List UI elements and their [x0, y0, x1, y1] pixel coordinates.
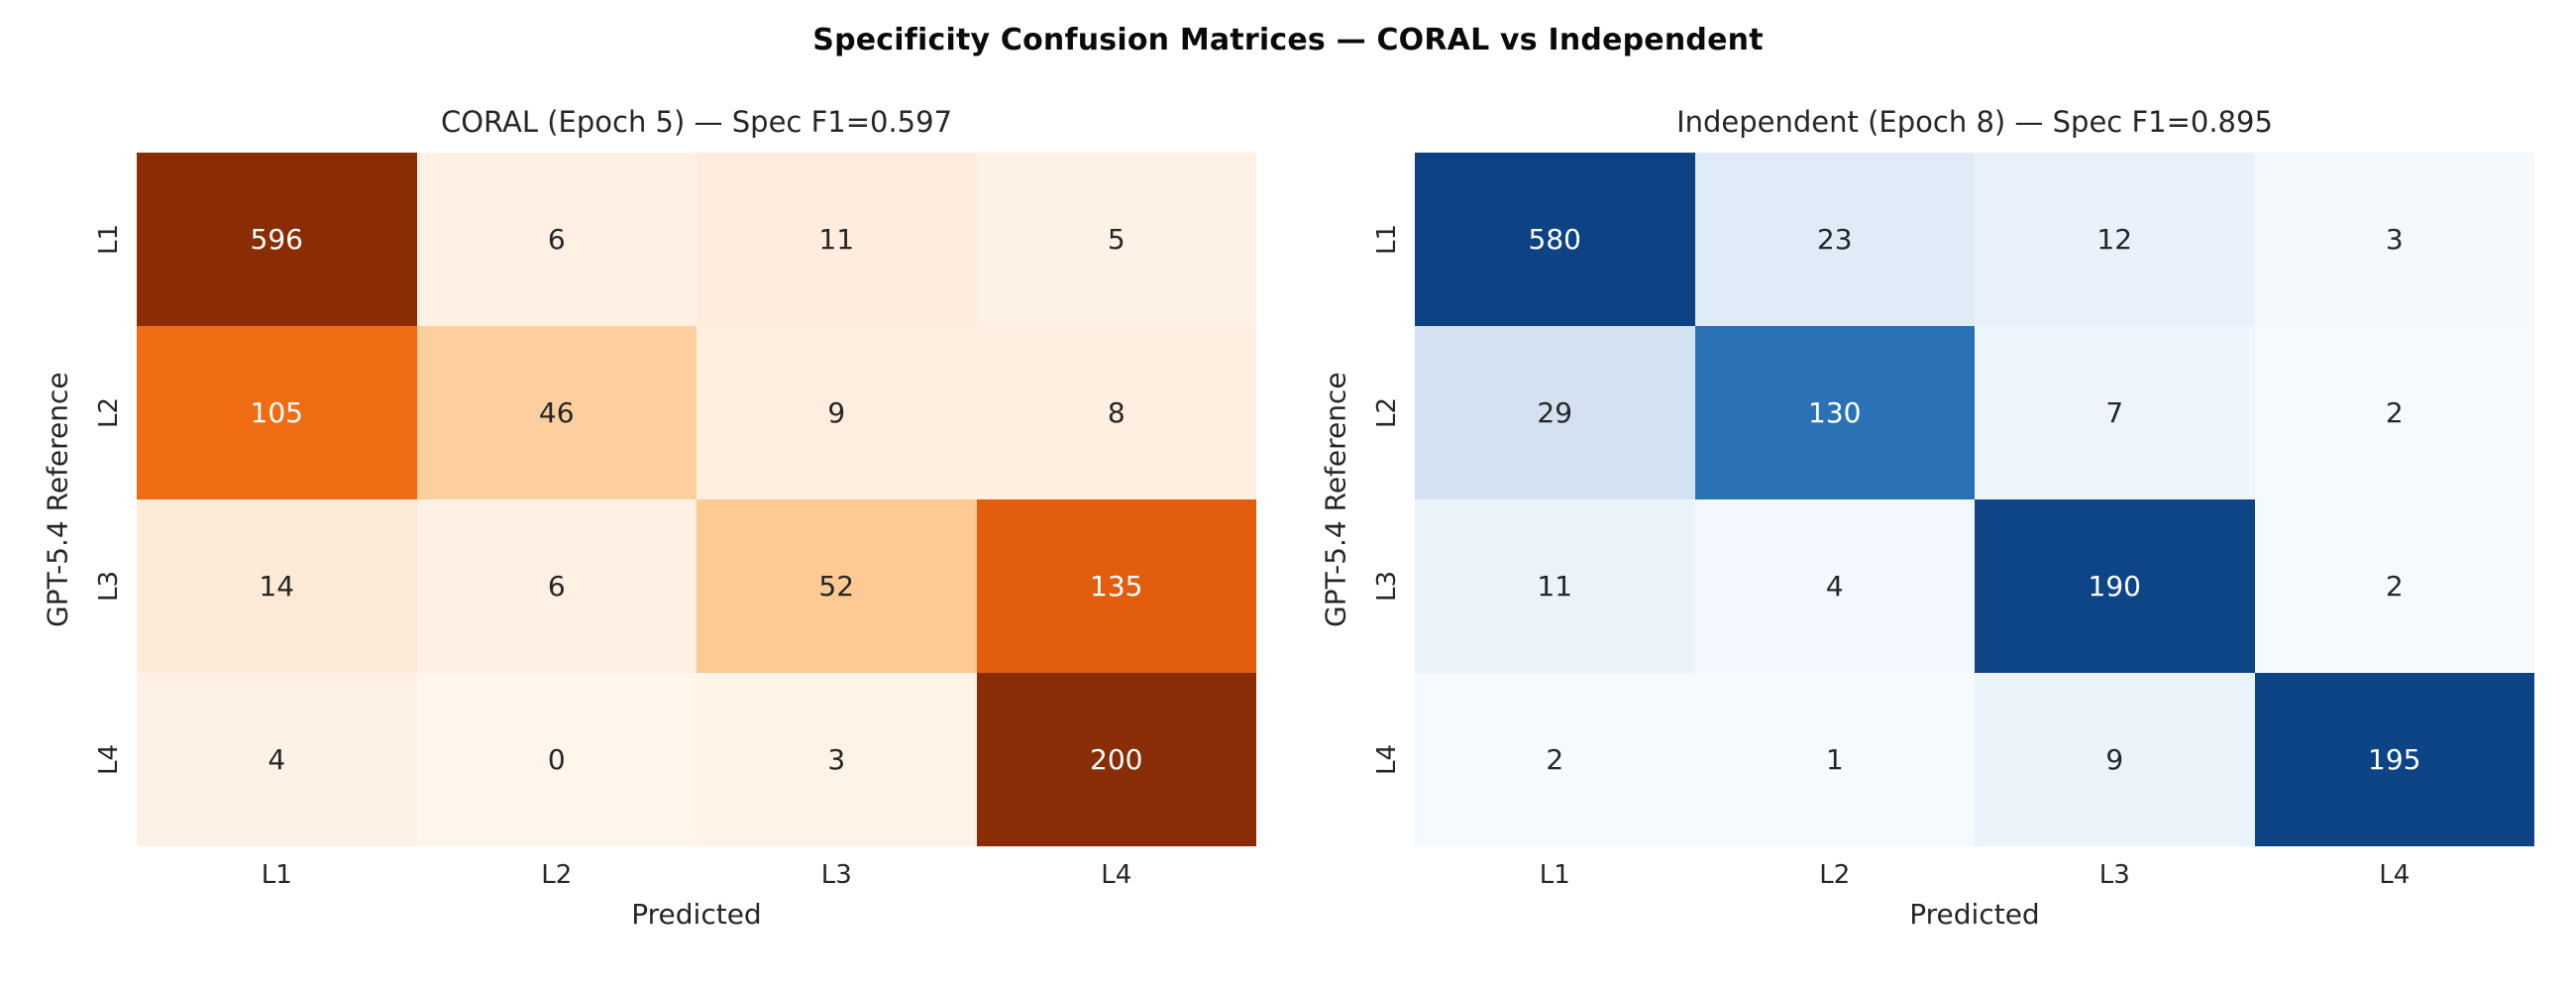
y-axis-label-coral: GPT-5.4 Reference: [41, 372, 74, 627]
x-tick-label-L4: L4: [2379, 860, 2411, 890]
heatmap-cell-L4-L4: 195: [2254, 673, 2534, 846]
heatmap-cell-L2-L2: 130: [1694, 326, 1975, 499]
heatmap-cell-L3-L2: 4: [1694, 499, 1975, 673]
x-tick-label-L2: L2: [541, 860, 573, 890]
heatmap-cell-L3-L3: 52: [697, 499, 977, 673]
x-axis-label-independent: Predicted: [1909, 898, 2040, 931]
heatmap-cell-L1-L2: 6: [416, 153, 697, 326]
x-tick-label-L3: L3: [820, 860, 852, 890]
heatmap-cell-L2-L1: 105: [137, 326, 417, 499]
heatmap-cell-L2-L1: 29: [1415, 326, 1695, 499]
y-tick-label-L2: L2: [94, 396, 124, 429]
heatmap-cell-L1-L1: 580: [1415, 153, 1695, 326]
heatmap-cell-L4-L3: 3: [697, 673, 977, 846]
heatmap-cell-L4-L1: 2: [1415, 673, 1695, 846]
heatmap-cell-L4-L1: 4: [137, 673, 417, 846]
figure-title: Specificity Confusion Matrices — CORAL v…: [812, 23, 1764, 57]
x-tick-label-L1: L1: [261, 860, 292, 890]
heatmap-cell-L1-L3: 12: [1975, 153, 2255, 326]
heatmap-cell-L1-L4: 5: [976, 153, 1256, 326]
x-tick-labels-coral: L1 L2 L3 L4: [137, 846, 1256, 894]
x-tick-labels-independent: L1 L2 L3 L4: [1415, 846, 2534, 894]
heatmap-cell-L1-L2: 23: [1694, 153, 1975, 326]
y-tick-label-L1: L1: [1372, 223, 1402, 256]
heatmap-cell-L3-L3: 190: [1975, 499, 2255, 673]
y-tick-labels-independent: L1 L2 L3 L4: [1359, 153, 1415, 846]
y-tick-label-L3: L3: [1372, 570, 1402, 603]
panel-independent: Independent (Epoch 8) — Spec F1=0.895 GP…: [1312, 57, 2534, 947]
heatmap-cell-L2-L4: 8: [976, 326, 1256, 499]
x-tick-label-L3: L3: [2098, 860, 2130, 890]
x-tick-label-L4: L4: [1101, 860, 1132, 890]
heatmap-cell-L2-L4: 2: [2254, 326, 2534, 499]
heatmap-cell-L1-L3: 11: [697, 153, 977, 326]
y-tick-label-L4: L4: [94, 743, 124, 776]
heatmap-coral: 596 6 11 5 105 46 9 8 14 6 52 135 4 0 3 200: [137, 153, 1256, 846]
y-tick-label-L3: L3: [94, 570, 124, 603]
y-tick-label-L2: L2: [1372, 396, 1402, 429]
heatmap-cell-L1-L1: 596: [137, 153, 417, 326]
panel-coral: CORAL (Epoch 5) — Spec F1=0.597 GPT-5.4 …: [34, 57, 1256, 947]
x-tick-label-L1: L1: [1539, 860, 1570, 890]
subplot-title-coral: CORAL (Epoch 5) — Spec F1=0.597: [440, 105, 953, 139]
heatmap-cell-L3-L1: 14: [137, 499, 417, 673]
heatmap-independent: 580 23 12 3 29 130 7 2 11 4 190 2 2 1 9 195: [1415, 153, 2534, 846]
heatmap-cell-L2-L3: 9: [697, 326, 977, 499]
y-tick-label-L4: L4: [1372, 743, 1402, 776]
panels-row: CORAL (Epoch 5) — Spec F1=0.597 GPT-5.4 …: [0, 57, 2576, 947]
heatmap-cell-L3-L4: 135: [976, 499, 1256, 673]
y-tick-labels-coral: L1 L2 L3 L4: [81, 153, 137, 846]
heatmap-cell-L3-L2: 6: [416, 499, 697, 673]
x-axis-label-coral: Predicted: [631, 898, 762, 931]
heatmap-cell-L4-L2: 0: [416, 673, 697, 846]
heatmap-cell-L1-L4: 3: [2254, 153, 2534, 326]
heatmap-cell-L4-L3: 9: [1975, 673, 2255, 846]
heatmap-cell-L3-L4: 2: [2254, 499, 2534, 673]
y-tick-label-L1: L1: [94, 223, 124, 256]
heatmap-cell-L3-L1: 11: [1415, 499, 1695, 673]
heatmap-cell-L2-L3: 7: [1975, 326, 2255, 499]
heatmap-cell-L4-L4: 200: [976, 673, 1256, 846]
subplot-title-independent: Independent (Epoch 8) — Spec F1=0.895: [1676, 105, 2273, 139]
y-axis-label-independent: GPT-5.4 Reference: [1319, 372, 1352, 627]
heatmap-cell-L4-L2: 1: [1694, 673, 1975, 846]
heatmap-cell-L2-L2: 46: [416, 326, 697, 499]
x-tick-label-L2: L2: [1819, 860, 1851, 890]
